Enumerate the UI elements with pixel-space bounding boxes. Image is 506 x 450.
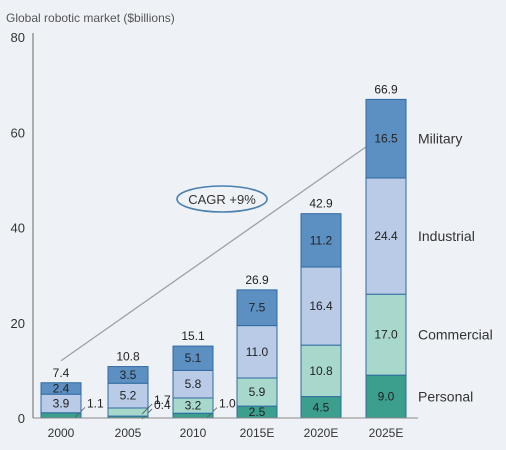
bar-segment-commercial bbox=[107, 407, 149, 417]
bar-value-label: 9.0 bbox=[378, 390, 395, 404]
x-tick-label: 2020E bbox=[304, 426, 339, 440]
bar-value-label: 1.0 bbox=[219, 397, 236, 411]
cagr-ellipse bbox=[176, 185, 268, 213]
x-tick-label: 2025E bbox=[369, 426, 404, 440]
bar-segment-industrial bbox=[236, 325, 278, 379]
bar-value-label: 4.5 bbox=[313, 400, 330, 414]
x-axis: 2000 2005 2010 2015E 2020E 2025E bbox=[33, 417, 418, 440]
bar-segment-commercial bbox=[365, 293, 407, 376]
bar-value-leader bbox=[141, 403, 153, 415]
y-tick-label: 80 bbox=[11, 30, 25, 45]
bar-segment-industrial bbox=[172, 369, 214, 399]
bar-value-label: 1.7 bbox=[154, 393, 171, 407]
bar-segment-military bbox=[40, 382, 82, 395]
chart-title: Global robotic market ($billions) bbox=[6, 11, 175, 25]
bar-value-label: 24.4 bbox=[374, 229, 398, 243]
bar-segment-commercial bbox=[300, 344, 342, 398]
legend-label-industrial: Industrial bbox=[418, 228, 475, 244]
y-tick-label: 0 bbox=[18, 411, 25, 426]
bar-total-label: 15.1 bbox=[181, 329, 205, 343]
bar-value-label: 17.0 bbox=[374, 328, 398, 342]
trend-arrow-line bbox=[60, 139, 377, 362]
bar-segment-industrial bbox=[107, 382, 149, 409]
bar-value-label: 5.8 bbox=[185, 377, 202, 391]
x-tick-label: 2000 bbox=[48, 426, 75, 440]
bar-total-label: 7.4 bbox=[53, 366, 70, 380]
bar-value-label: 1.1 bbox=[87, 396, 104, 410]
bar-value-label: 2.4 bbox=[53, 381, 70, 395]
bar-value-label: 3.5 bbox=[120, 368, 137, 382]
bar-segment-military bbox=[236, 289, 278, 327]
bar-value-label: 5.9 bbox=[249, 385, 266, 399]
y-tick-label: 20 bbox=[11, 316, 25, 331]
bar-value-label: 11.2 bbox=[310, 233, 333, 247]
bar-value-label: 16.4 bbox=[309, 299, 333, 313]
x-tick-label: 2005 bbox=[115, 426, 142, 440]
bar-segment-military bbox=[300, 213, 342, 268]
legend-label-commercial: Commercial bbox=[418, 327, 493, 343]
bar-segment-military bbox=[172, 345, 214, 371]
bar-segment-military bbox=[365, 98, 407, 179]
bar-segment-military bbox=[107, 366, 149, 384]
y-tick-label: 40 bbox=[11, 221, 25, 236]
bar-value-label: 7.5 bbox=[249, 301, 266, 315]
bar-total-label: 26.9 bbox=[245, 273, 269, 287]
bar-value-label: 5.2 bbox=[120, 389, 137, 403]
bar-segment-industrial bbox=[300, 266, 342, 346]
x-tick-label: 2015E bbox=[240, 426, 275, 440]
y-axis: 0 20 40 60 80 bbox=[11, 30, 34, 426]
y-tick-label: 60 bbox=[11, 125, 25, 140]
legend-label-personal: Personal bbox=[418, 389, 473, 405]
bars-layer: 1.1 3.92.47.4 0.41.7 5.2 3.5 10.8 1.0 3.2 5.8 5.1… bbox=[40, 82, 407, 420]
bar-value-label: 0.4 bbox=[154, 398, 171, 412]
legend: Personal Commercial Industrial Military bbox=[418, 131, 493, 405]
bar-total-label: 10.8 bbox=[116, 350, 140, 364]
bar-value-label: 3.2 bbox=[185, 399, 202, 413]
x-tick-label: 2010 bbox=[180, 426, 207, 440]
bar-value-label: 16.5 bbox=[374, 132, 398, 146]
cagr-trend-arrow bbox=[60, 139, 377, 362]
bar-segment-industrial bbox=[365, 177, 407, 295]
bar-value-label: 2.5 bbox=[249, 405, 266, 419]
cagr-label: CAGR +9% bbox=[188, 192, 256, 207]
bar-value-label: 3.9 bbox=[53, 396, 70, 410]
legend-label-military: Military bbox=[418, 131, 462, 147]
bar-total-label: 66.9 bbox=[374, 82, 398, 96]
bar-total-label: 42.9 bbox=[309, 197, 333, 211]
cagr-annotation: CAGR +9% bbox=[176, 185, 268, 213]
bar-value-label: 5.1 bbox=[185, 351, 202, 365]
bar-segment-commercial bbox=[236, 377, 278, 407]
bar-value-label: 10.8 bbox=[309, 364, 333, 378]
bar-value-label: 11.0 bbox=[246, 345, 269, 359]
